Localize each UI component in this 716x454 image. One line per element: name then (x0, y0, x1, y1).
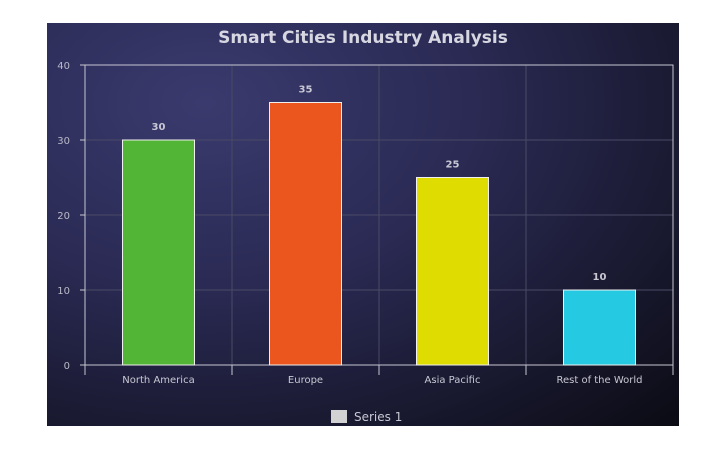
data-label: 10 (593, 272, 607, 283)
x-category-label: Europe (288, 375, 323, 386)
bar (416, 177, 489, 366)
y-tick-label: 40 (57, 61, 70, 72)
x-category-label: North America (122, 375, 194, 386)
bar-chart: Smart Cities Industry Analysis 0 10 20 30 40… (57, 28, 674, 424)
bar (122, 139, 195, 366)
data-label: 30 (152, 122, 166, 133)
top-edge-marker (625, 20, 647, 24)
bars (122, 102, 636, 366)
chart-panel: Smart Cities Industry Analysis 0 10 20 30 40… (47, 23, 679, 426)
y-tick-label: 10 (57, 286, 70, 297)
x-category-label: Rest of the World (556, 375, 642, 386)
axes: 0 10 20 30 40 North America Europe Asia Pacific… (57, 61, 674, 386)
chart-title: Smart Cities Industry Analysis (218, 28, 508, 48)
data-label: 35 (299, 85, 313, 96)
data-labels: 30 35 25 10 (152, 85, 607, 284)
y-tick-label: 0 (64, 361, 70, 372)
data-label: 25 (446, 160, 460, 171)
legend: Series 1 (331, 410, 402, 424)
y-tick-label: 20 (57, 211, 70, 222)
bar (563, 289, 636, 366)
y-tick-label: 30 (57, 136, 70, 147)
bar (269, 102, 342, 366)
legend-label: Series 1 (354, 410, 402, 424)
legend-swatch (331, 410, 347, 423)
x-category-label: Asia Pacific (425, 375, 481, 386)
